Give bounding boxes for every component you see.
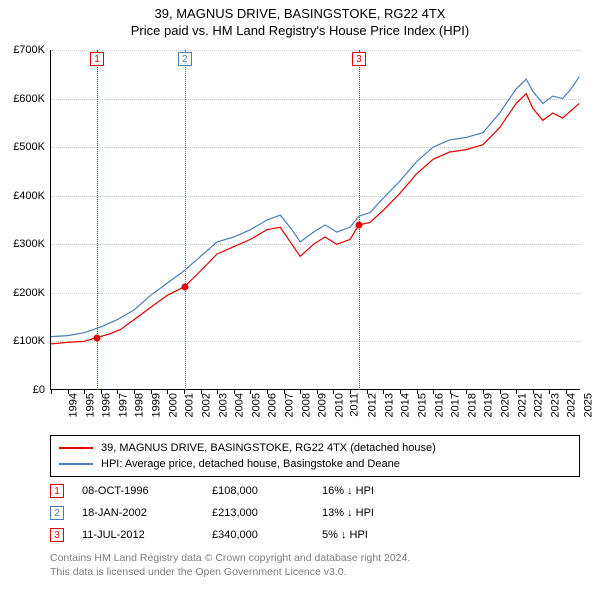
event-row-marker: 3 bbox=[50, 528, 64, 542]
event-row-marker: 2 bbox=[50, 506, 64, 520]
legend-swatch bbox=[59, 463, 93, 465]
x-tick-label: 2024 bbox=[566, 393, 578, 417]
y-tick-label: £100K bbox=[0, 335, 45, 347]
event-hpi-diff: 16% ↓ HPI bbox=[322, 485, 374, 497]
plot-region: £0£100K£200K£300K£400K£500K£600K£700K199… bbox=[50, 50, 580, 390]
event-price: £213,000 bbox=[212, 507, 322, 519]
x-tick-label: 2003 bbox=[217, 393, 229, 417]
x-tick-label: 2022 bbox=[533, 393, 545, 417]
x-tick-label: 2000 bbox=[167, 393, 179, 417]
x-tick-label: 1998 bbox=[134, 393, 146, 417]
y-tick-label: £700K bbox=[0, 44, 45, 56]
legend-item: 39, MAGNUS DRIVE, BASINGSTOKE, RG22 4TX … bbox=[59, 440, 571, 456]
x-tick-label: 2006 bbox=[267, 393, 279, 417]
footer-line: This data is licensed under the Open Gov… bbox=[50, 566, 580, 580]
y-tick-label: £0 bbox=[0, 384, 45, 396]
legend-item: HPI: Average price, detached house, Basi… bbox=[59, 456, 571, 472]
x-tick-label: 2010 bbox=[333, 393, 345, 417]
x-tick-label: 2009 bbox=[317, 393, 329, 417]
y-tick-label: £600K bbox=[0, 93, 45, 105]
x-tick-label: 2020 bbox=[499, 393, 511, 417]
chart-area: £0£100K£200K£300K£400K£500K£600K£700K199… bbox=[50, 50, 580, 390]
event-hpi-diff: 13% ↓ HPI bbox=[322, 507, 374, 519]
x-tick-label: 1997 bbox=[117, 393, 129, 417]
legend-swatch bbox=[59, 447, 93, 449]
x-tick-label: 1999 bbox=[151, 393, 163, 417]
x-tick-label: 2008 bbox=[300, 393, 312, 417]
x-tick-label: 2025 bbox=[583, 393, 595, 417]
x-tick-label: 2012 bbox=[367, 393, 379, 417]
x-tick-label: 2019 bbox=[483, 393, 495, 417]
x-tick-label: 2005 bbox=[250, 393, 262, 417]
x-tick-label: 1996 bbox=[101, 393, 113, 417]
x-tick-label: 2002 bbox=[200, 393, 212, 417]
event-row-marker: 1 bbox=[50, 484, 64, 498]
y-tick-label: £200K bbox=[0, 287, 45, 299]
legend-label: HPI: Average price, detached house, Basi… bbox=[101, 458, 400, 470]
event-date: 08-OCT-1996 bbox=[82, 485, 212, 497]
x-tick-label: 2023 bbox=[549, 393, 561, 417]
event-date: 18-JAN-2002 bbox=[82, 507, 212, 519]
footer-line: Contains HM Land Registry data © Crown c… bbox=[50, 552, 580, 566]
y-tick-label: £500K bbox=[0, 141, 45, 153]
events-table: 1 08-OCT-1996£108,00016% ↓ HPI 2 18-JAN-200… bbox=[50, 480, 580, 546]
footer-attribution: Contains HM Land Registry data © Crown c… bbox=[50, 552, 580, 579]
x-tick-label: 2014 bbox=[400, 393, 412, 417]
series-price_paid bbox=[51, 94, 579, 344]
series-lines bbox=[51, 50, 581, 390]
legend-label: 39, MAGNUS DRIVE, BASINGSTOKE, RG22 4TX … bbox=[101, 442, 436, 454]
chart-title: 39, MAGNUS DRIVE, BASINGSTOKE, RG22 4TX bbox=[0, 6, 600, 21]
legend: 39, MAGNUS DRIVE, BASINGSTOKE, RG22 4TX … bbox=[50, 435, 580, 477]
y-tick-label: £300K bbox=[0, 238, 45, 250]
event-price: £340,000 bbox=[212, 529, 322, 541]
event-price: £108,000 bbox=[212, 485, 322, 497]
event-date: 11-JUL-2012 bbox=[82, 529, 212, 541]
x-tick-label: 2011 bbox=[349, 393, 361, 417]
x-tick-label: 2018 bbox=[466, 393, 478, 417]
x-tick-label: 2013 bbox=[383, 393, 395, 417]
event-row: 1 08-OCT-1996£108,00016% ↓ HPI bbox=[50, 480, 580, 502]
x-tick-label: 2021 bbox=[516, 393, 528, 417]
x-tick-label: 2016 bbox=[433, 393, 445, 417]
series-hpi bbox=[51, 77, 579, 337]
x-tick-label: 2007 bbox=[283, 393, 295, 417]
event-hpi-diff: 5% ↓ HPI bbox=[322, 529, 368, 541]
event-row: 3 11-JUL-2012£340,0005% ↓ HPI bbox=[50, 524, 580, 546]
x-tick-label: 2004 bbox=[234, 393, 246, 417]
x-tick-label: 1994 bbox=[67, 393, 79, 417]
x-tick-label: 2015 bbox=[416, 393, 428, 417]
x-tick-label: 2001 bbox=[184, 393, 196, 417]
x-tick-label: 1995 bbox=[84, 393, 96, 417]
event-row: 2 18-JAN-2002£213,00013% ↓ HPI bbox=[50, 502, 580, 524]
x-tick-label: 2017 bbox=[450, 393, 462, 417]
chart-subtitle: Price paid vs. HM Land Registry's House … bbox=[0, 23, 600, 38]
y-tick-label: £400K bbox=[0, 190, 45, 202]
